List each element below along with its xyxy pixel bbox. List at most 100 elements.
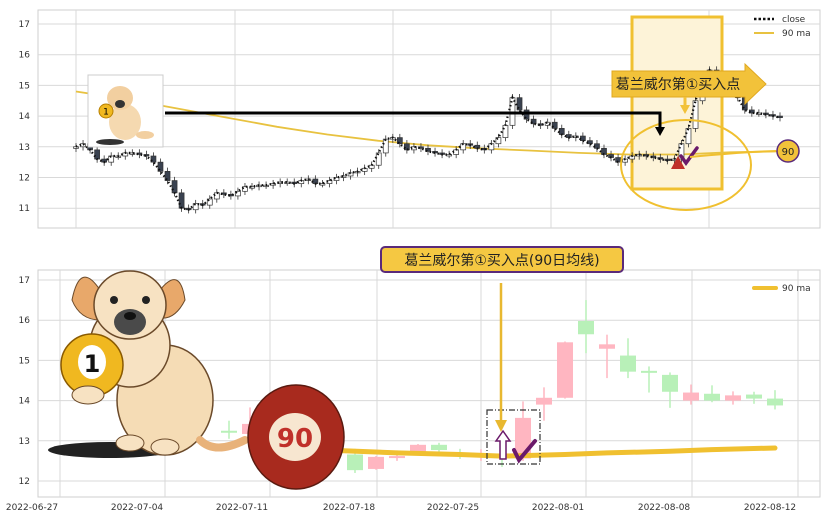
y-tick-label: 14	[19, 112, 31, 122]
ball-90-label: 90	[277, 424, 313, 454]
candle	[551, 121, 558, 129]
candle	[221, 430, 237, 433]
candle	[657, 157, 664, 160]
y-tick-label: 17	[19, 276, 30, 286]
candle	[249, 186, 255, 189]
ball-1-label: 1	[84, 350, 101, 378]
candle	[375, 152, 382, 166]
ma-badge-connector	[689, 150, 777, 158]
candle	[523, 109, 530, 120]
resistance-line	[165, 111, 662, 128]
candle	[431, 444, 447, 451]
resistance-arrowhead	[655, 127, 665, 136]
y-tick-label: 11	[19, 204, 30, 214]
candle	[662, 374, 678, 392]
dog-illustration: 1	[48, 270, 249, 458]
y-tick-label: 15	[19, 356, 30, 366]
x-tick-label: 2022-07-04	[111, 503, 164, 513]
candle	[777, 115, 783, 118]
y-tick-label: 16	[19, 51, 31, 61]
y-tick-label: 13	[19, 437, 30, 447]
x-tick-label: 2022-08-08	[638, 503, 691, 513]
candle	[143, 154, 150, 157]
candle	[683, 392, 699, 401]
candle	[368, 164, 375, 169]
candle	[178, 192, 185, 209]
candle	[171, 180, 178, 194]
top-close-line	[75, 68, 781, 211]
candle	[368, 456, 384, 469]
candle	[425, 147, 431, 152]
candle	[495, 137, 502, 145]
candle	[108, 155, 115, 163]
candle	[396, 137, 403, 145]
candle	[192, 203, 199, 211]
candle	[746, 394, 762, 399]
top-legend: close 90 ma	[754, 15, 811, 39]
candle	[157, 161, 164, 172]
candle	[347, 172, 354, 177]
bottom-x-ticks: 2022-06-27 2022-07-04 2022-07-11 2022-07-18…	[6, 503, 796, 513]
bottom-panel: 12 13 14 15 16 17 2022-06-27 2022-07-04 2022-07…	[6, 246, 821, 513]
top-y-ticks: 11 12 13 14 15 16 17	[19, 20, 31, 214]
buy-triangle-marker	[671, 156, 685, 169]
candle	[242, 186, 248, 192]
candle	[767, 398, 783, 406]
candle	[725, 395, 741, 401]
candle	[685, 128, 692, 145]
candle	[206, 198, 213, 206]
x-tick-label: 2022-07-11	[216, 503, 268, 513]
y-tick-label: 16	[19, 316, 31, 326]
check-icon	[679, 146, 699, 166]
x-tick-label: 2022-08-01	[532, 503, 584, 513]
candle	[650, 155, 657, 158]
candle	[410, 444, 426, 453]
bottom-legend-ma90: 90 ma	[782, 284, 811, 294]
candle	[536, 397, 552, 405]
candle	[235, 190, 241, 197]
bottom-y-ticks: 12 13 14 15 16 17	[19, 276, 31, 487]
candle	[73, 146, 79, 149]
highlight-ellipse	[620, 119, 752, 211]
candle	[704, 393, 720, 401]
ball-90: 90	[247, 384, 345, 490]
y-tick-label: 12	[19, 477, 30, 487]
candle	[620, 355, 636, 372]
candle	[578, 321, 594, 335]
candle	[692, 100, 699, 129]
x-tick-label: 2022-06-27	[6, 503, 58, 513]
candle	[213, 192, 220, 200]
legend-ma90: 90 ma	[782, 29, 811, 39]
y-tick-label: 15	[19, 81, 30, 91]
y-tick-label: 12	[19, 174, 30, 184]
candle	[333, 177, 340, 181]
candle	[530, 118, 537, 125]
x-tick-label: 2022-07-18	[323, 503, 376, 513]
candle	[641, 370, 657, 373]
signal-box	[486, 409, 541, 465]
candle	[502, 124, 509, 138]
bottom-title-box	[380, 246, 624, 273]
candle	[404, 143, 410, 151]
candle	[599, 344, 615, 349]
legend-close: close	[782, 15, 806, 25]
down-arrow-icon	[680, 105, 690, 114]
y-tick-label: 14	[19, 397, 31, 407]
top-panel: 11 12 13 14 15 16 17 1 葛兰威尔第①买入点 90 close	[19, 9, 821, 229]
y-tick-label: 13	[19, 143, 30, 153]
hollow-up-arrow-icon	[494, 429, 512, 460]
x-tick-label: 2022-08-12	[744, 503, 796, 513]
ma-badge-text: 90	[782, 147, 795, 158]
ma-badge	[776, 139, 800, 163]
candle	[347, 454, 363, 471]
dog-thumbnail: 1	[87, 74, 164, 148]
thumb-ball-label: 1	[103, 108, 109, 118]
buy-label-text: 葛兰威尔第①买入点	[616, 76, 741, 93]
buy-label-arrow	[611, 62, 767, 106]
x-tick-label: 2022-07-25	[427, 503, 479, 513]
check-icon	[512, 439, 537, 464]
y-tick-label: 17	[19, 20, 30, 30]
bottom-title: 葛兰威尔第①买入点(90日均线)	[404, 252, 599, 269]
candle	[340, 175, 347, 178]
